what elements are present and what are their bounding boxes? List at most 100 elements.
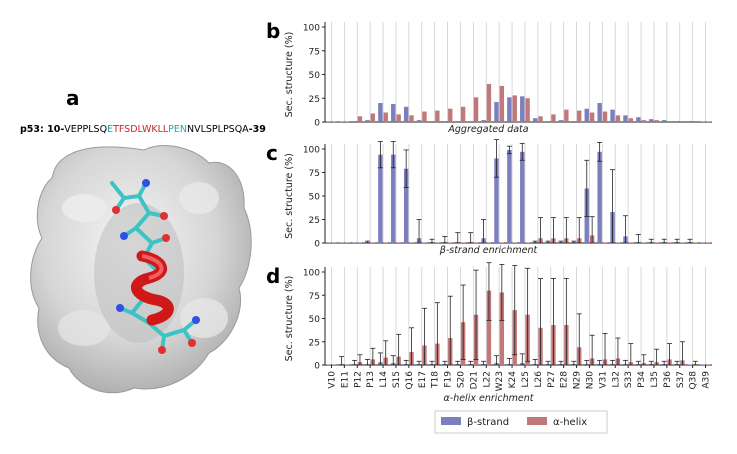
x-tick-label: E17 [418,371,428,388]
bar-helix [357,116,363,122]
bar-strand [352,121,357,122]
bar-strand [378,103,383,122]
x-tick-label: L25 [521,371,531,387]
bar-helix [448,242,453,243]
bar-helix [486,242,492,243]
seq-seg-1: VEPPLSQ [64,124,108,135]
bar-strand [674,121,680,122]
bar-strand [700,364,706,365]
helix-ribbon [131,250,174,326]
y-tick-label: 50 [309,71,321,81]
peptide-sticks [110,179,200,354]
bar-helix [628,118,634,122]
bar-helix [473,97,479,122]
bar-helix [654,242,659,243]
panel-d-label: d [266,264,280,288]
y-tick-label: 25 [309,95,320,105]
x-tick-label: S37 [676,371,686,388]
bar-helix [396,242,401,243]
x-tick-label: E28 [560,371,570,388]
bar-helix [538,116,543,122]
y-tick-label: 75 [309,292,320,302]
bar-helix [448,108,453,122]
bar-helix [693,121,698,122]
bar-strand [532,118,538,122]
bar-strand [636,117,641,122]
bar-strand [623,115,628,122]
bar-strand [403,106,409,122]
bar-strand [507,149,512,243]
bar-strand [494,102,499,122]
bar-strand [597,103,602,122]
panel-b: 0 25 50 75 100 Sec. structure (%) b Aggregated … [266,19,712,135]
legend-label-helix: α-helix [553,417,587,428]
panel-a-label: a [66,86,80,110]
y-axis-label: Sec. structure (%) [284,32,295,118]
protein-surface-render [30,145,252,394]
bar-strand [494,158,499,243]
x-tick-label: W23 [495,371,505,391]
y-axis-label: Sec. structure (%) [284,276,295,362]
bar-helix [615,242,621,243]
bar-helix [331,121,337,122]
seq-seg-5: NVLSPLPSQA [187,124,249,135]
panel-d: 0 25 50 75 100 Sec. structure (%) d α-helix enr… [266,262,712,404]
bar-helix [396,114,401,122]
x-tick-label: P36 [663,371,673,388]
bar-strand [326,121,331,122]
x-tick-label: L26 [534,371,544,388]
bar-helix [460,242,466,243]
x-tick-label: A39 [702,371,712,389]
panel-c-label: c [266,141,278,165]
bar-helix [499,292,505,365]
bar-helix [589,112,595,122]
bar-strand [558,120,564,122]
bar-helix [667,121,672,122]
bar-helix [344,121,350,122]
bar-strand [429,121,435,122]
bar-strand [597,151,602,243]
bar-helix [435,110,440,122]
bar-helix [409,242,414,243]
bar-strand [545,121,551,122]
bar-strand [339,121,344,122]
y-tick-label: 25 [309,216,320,226]
bar-strand [416,120,422,122]
bar-helix [641,120,646,122]
bar-helix [383,112,388,122]
bar-helix [706,121,711,122]
legend-label-strand: β-strand [467,417,509,428]
x-tick-label: L22 [482,371,492,387]
bar-helix [564,109,569,122]
x-tick-label: S15 [392,371,402,388]
bar-helix [331,364,337,365]
bar-strand [455,121,460,122]
x-axis-label: Aggregated data [447,124,528,135]
bar-strand [507,97,512,122]
x-tick-label: V10 [327,371,337,389]
bar-strand [468,121,473,122]
y-tick-label: 100 [303,269,320,279]
seq-prefix: p53: 10- [20,124,65,135]
y-tick-label: 0 [314,240,320,250]
bar-helix [680,121,685,122]
panel-c: 0 25 50 75 100 Sec. structure (%) c β-strand en… [266,139,712,256]
bar-helix [486,84,492,122]
bar-helix [577,110,582,122]
bar-helix [344,242,350,243]
x-tick-label: Q38 [689,371,699,390]
y-tick-label: 75 [309,47,320,57]
bar-strand [571,121,577,122]
bar-helix [654,120,659,122]
x-axis-label: β-strand enrichment [439,245,539,256]
bar-helix [473,242,479,243]
y-tick-label: 50 [309,315,321,325]
bar-helix [422,111,427,122]
bar-helix [641,242,646,243]
bar-helix [693,242,698,243]
bar-strand [326,364,331,365]
x-tick-label: L35 [650,371,660,387]
x-tick-label: N30 [585,371,595,389]
bar-strand [520,151,525,243]
bar-strand [584,108,589,122]
